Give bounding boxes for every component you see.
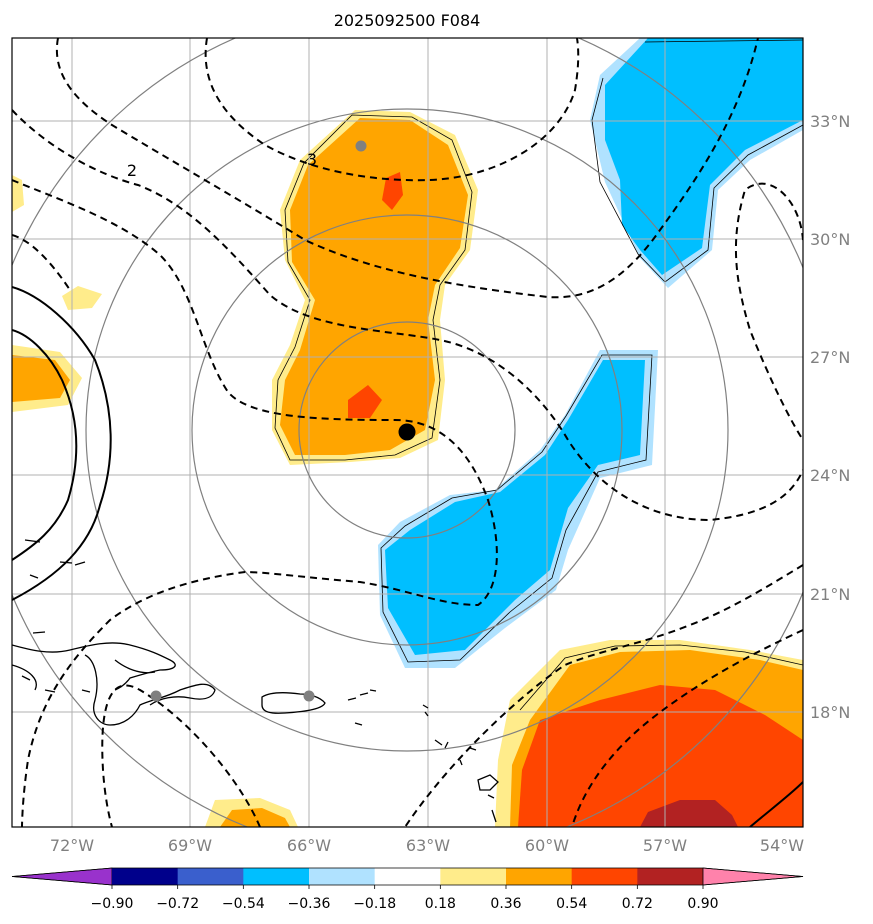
colorbar-segment xyxy=(243,868,310,885)
anomaly-outline xyxy=(274,39,803,711)
lat-label: 21°N xyxy=(810,585,850,604)
colorbar-segment xyxy=(112,868,179,885)
station-marker xyxy=(150,690,162,702)
colorbar: −0.90 −0.72 −0.54 −0.36 −0.18 0.18 0.36 0.54 0.7… xyxy=(11,867,804,912)
station-marker xyxy=(355,140,367,152)
colorbar-extend-high xyxy=(702,867,804,886)
station-marker xyxy=(303,690,315,702)
colorbar-segment xyxy=(571,868,638,885)
colorbar-tick-label: 0.18 xyxy=(425,896,456,912)
lon-label: 69°W xyxy=(168,836,212,855)
solid-contours xyxy=(12,286,803,827)
colorbar-tick-label: 0.54 xyxy=(556,896,587,912)
longitude-labels: 72°W 69°W 66°W 63°W 60°W 57°W 54°W xyxy=(50,836,804,855)
colorbar-segment xyxy=(440,868,507,885)
lon-label: 72°W xyxy=(50,836,94,855)
colorbar-tick-label: −0.18 xyxy=(353,896,396,912)
map-area: 2 3 xyxy=(12,38,803,827)
colorbar-tick-label: −0.72 xyxy=(156,896,199,912)
colorbar-segment xyxy=(374,868,441,885)
colorbar-segment xyxy=(506,868,573,885)
lon-label: 63°W xyxy=(406,836,450,855)
colorbar-tick-label: −0.90 xyxy=(91,896,134,912)
coastlines xyxy=(12,539,499,823)
figure-title: 2025092500 F084 xyxy=(334,11,481,30)
lon-label: 66°W xyxy=(287,836,331,855)
dashed-contours xyxy=(12,38,803,827)
lat-label: 18°N xyxy=(810,703,850,722)
lon-label: 54°W xyxy=(760,836,804,855)
colorbar-tick-label: 0.36 xyxy=(490,896,521,912)
colorbar-tick-label: 0.90 xyxy=(687,896,718,912)
fill-red-orange xyxy=(348,172,803,827)
colorbar-tick-label: −0.54 xyxy=(222,896,265,912)
latitude-labels: 33°N 30°N 27°N 24°N 21°N 18°N xyxy=(810,112,850,722)
fill-sky-blue xyxy=(385,38,803,655)
lon-label: 60°W xyxy=(525,836,569,855)
colorbar-tick-label: 0.72 xyxy=(622,896,653,912)
colorbar-segment xyxy=(309,868,376,885)
lat-label: 27°N xyxy=(810,348,850,367)
range-rings xyxy=(12,38,803,827)
colorbar-tick-label: −0.36 xyxy=(288,896,331,912)
colorbar-segment xyxy=(177,868,244,885)
colorbar-extend-low xyxy=(11,867,113,886)
colorbar-segment xyxy=(637,868,704,885)
gridlines xyxy=(12,38,803,827)
lat-label: 30°N xyxy=(810,230,850,249)
map-frame xyxy=(11,37,804,828)
storm-center-marker xyxy=(398,423,416,441)
lat-label: 24°N xyxy=(810,466,850,485)
lat-label: 33°N xyxy=(810,112,850,131)
lon-label: 57°W xyxy=(643,836,687,855)
contour-label-2: 2 xyxy=(127,161,137,180)
contour-label-3: 3 xyxy=(307,150,317,169)
